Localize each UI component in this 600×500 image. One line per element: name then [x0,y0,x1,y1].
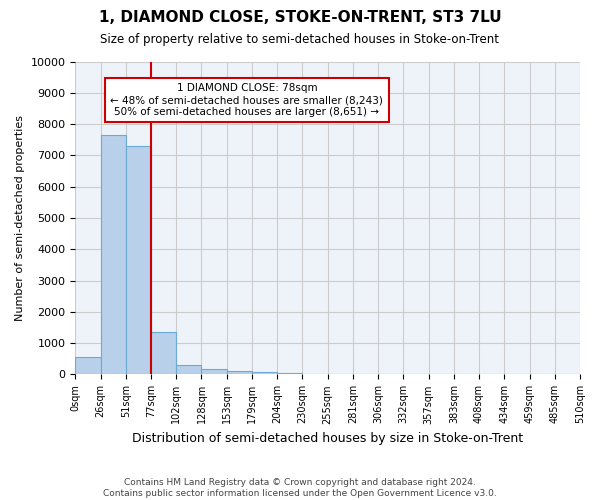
Bar [126,146,151,374]
Bar [227,372,252,374]
Bar [277,373,302,374]
Text: Contains HM Land Registry data © Crown copyright and database right 2024.
Contai: Contains HM Land Registry data © Crown c… [103,478,497,498]
Bar [75,357,101,374]
Text: Size of property relative to semi-detached houses in Stoke-on-Trent: Size of property relative to semi-detach… [101,32,499,46]
Text: 1, DIAMOND CLOSE, STOKE-ON-TRENT, ST3 7LU: 1, DIAMOND CLOSE, STOKE-ON-TRENT, ST3 7L… [98,10,502,25]
Bar [202,370,227,374]
X-axis label: Distribution of semi-detached houses by size in Stoke-on-Trent: Distribution of semi-detached houses by … [132,432,523,445]
Bar [151,332,176,374]
Y-axis label: Number of semi-detached properties: Number of semi-detached properties [15,115,25,321]
Bar [176,366,202,374]
Bar [252,372,277,374]
Text: 1 DIAMOND CLOSE: 78sqm
← 48% of semi-detached houses are smaller (8,243)
50% of : 1 DIAMOND CLOSE: 78sqm ← 48% of semi-det… [110,84,383,116]
Bar [101,135,126,374]
